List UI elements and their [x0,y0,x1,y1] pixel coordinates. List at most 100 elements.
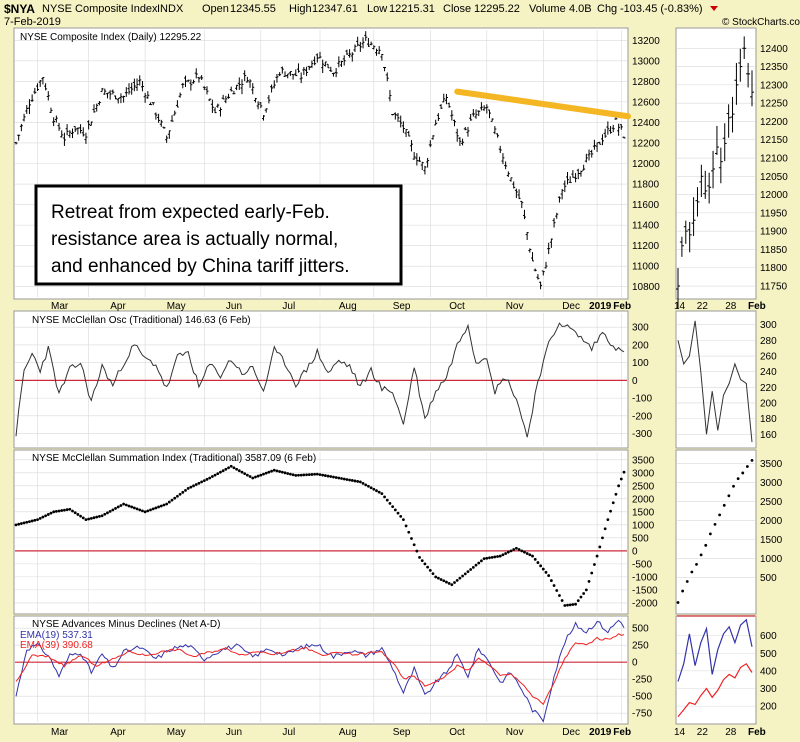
header-volume-label: Volume [529,3,566,15]
price-y-tick-label: 12400 [632,118,660,129]
summation-point [334,476,338,479]
summation-point [154,506,158,510]
summation-point [622,470,626,474]
resistance-line [454,88,631,120]
summation-point [531,554,534,558]
header-symbol: $NYA [4,2,35,16]
summation-point [57,509,61,513]
summation-point [294,474,298,477]
price-x-tick-label: Nov [506,301,524,312]
osc-panel-title: NYSE McClellan Osc (Traditional) 146.63 … [32,315,251,326]
summation-y-tick-label: 1000 [632,520,655,531]
summation-point [458,576,462,580]
adv-dec-x-tick-label: Jun [226,727,242,738]
summation-point [22,521,26,525]
price-y-tick-label: 12800 [632,77,660,88]
summation-point [202,479,206,483]
summation-point [571,603,575,606]
price-panel-title: NYSE Composite Index (Daily) 12295.22 [20,32,202,43]
summation-zoom-point [727,494,731,498]
summation-point [267,470,271,474]
summation-zoom-point [704,543,708,547]
summation-zoom-point [685,580,689,583]
marks-layer [14,31,755,723]
summation-point [245,473,249,477]
summation-point [358,480,362,484]
summation-point [81,516,85,520]
summation-point [488,556,491,560]
summation-point [49,511,53,515]
summation-point [407,530,411,534]
adv-dec-x-tick-label: Feb [613,727,631,738]
summation-y-tick-label: -500 [632,559,652,570]
osc-y-tick-label: 200 [632,340,649,351]
price-x-tick-label: Mar [51,301,69,312]
summation-point [46,513,50,516]
summation-point [108,509,112,513]
summation-point [189,485,193,489]
summation-point [97,514,101,518]
summation-y-tick-label: 2000 [632,494,655,505]
annotation-line-2: resistance area is actually normal, [51,229,338,250]
price-zoom-y-tick-label: 12200 [760,117,788,128]
summation-point [219,470,222,474]
summation-point [192,484,195,488]
summation-point [254,475,257,479]
summation-zoom-point [750,458,754,462]
summation-zoom-point [722,503,726,507]
summation-point [426,565,430,569]
legend-ema39: EMA(39) 390.68 [20,640,93,651]
summation-point [44,514,47,518]
summation-point [514,546,518,550]
adv-dec-zoom-y-tick-label: 500 [760,649,777,660]
summation-point [116,505,120,509]
price-zoom-y-tick-label: 11900 [760,227,788,238]
summation-point [574,602,577,606]
adv-dec-zoom-y-tick-label: 600 [760,631,777,642]
price-zoom-y-tick-label: 12050 [760,172,788,183]
adv-dec-panel-title: NYSE Advances Minus Declines (Net A-D) [32,619,220,630]
price-x-tick-label: May [167,301,186,312]
adv-dec-x-tick-label: Oct [449,727,465,738]
summation-point [509,549,513,553]
price-y-tick-label: 11000 [632,262,660,273]
adv-dec-x-tick-label: May [167,727,186,738]
summation-point [601,536,604,540]
summation-point [552,584,556,587]
summation-point [517,548,521,551]
header-low-label: Low [367,3,387,15]
summation-point [60,509,64,512]
adv-dec-x-tick-label: Jul [282,727,295,738]
price-zoom-y-tick-label: 12250 [760,99,788,110]
adv-dec-y-tick-label: 0 [632,658,638,669]
summation-point [278,470,282,473]
price-y-tick-label: 12000 [632,159,660,170]
summation-point [184,488,187,492]
summation-point [401,518,405,522]
annotation-line-3: and enhanced by China tariff jitters. [51,256,350,277]
summation-point [391,505,395,509]
header-close-value: 12295.22 [474,3,520,15]
summation-point [14,523,18,527]
summation-point [124,503,128,507]
summation-point [52,510,56,514]
summation-point [28,520,31,523]
summation-point [356,480,360,483]
summation-point [173,496,177,500]
header-open-label: Open [202,3,229,15]
summation-point [76,513,80,516]
summation-point [89,516,93,520]
summation-point [590,571,594,575]
summation-point [200,480,204,484]
summation-point [194,483,198,486]
price-zoom-y-tick-label: 12400 [760,44,788,55]
summation-point [146,509,150,513]
summation-point [251,476,255,480]
summation-point [595,554,599,558]
summation-point [186,487,190,490]
summation-point [420,559,424,563]
adv-dec-x-tick-label: Dec [562,727,580,738]
annotation-line-1: Retreat from expected early-Feb. [51,202,330,223]
summation-point [227,466,230,470]
